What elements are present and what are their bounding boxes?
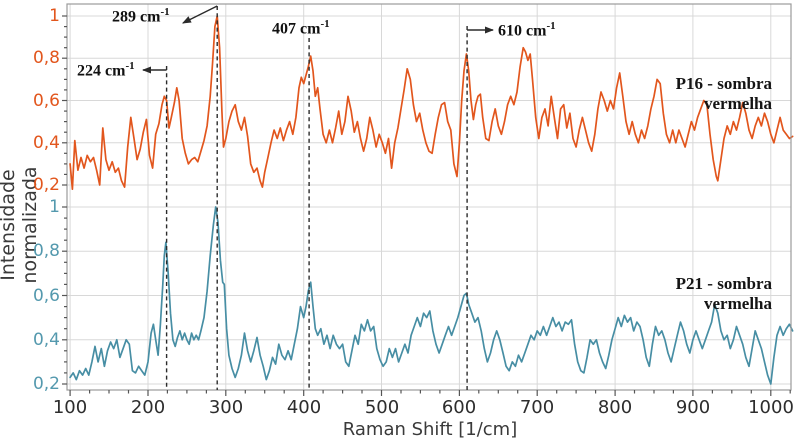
x-tick-label: 500	[364, 397, 400, 418]
y-tick-label: 0,4	[32, 133, 60, 153]
x-tick-label: 400	[286, 397, 322, 418]
y-tick-label: 0,2	[32, 374, 60, 394]
series-label-p21: P21 - sombra vermelha	[675, 274, 772, 313]
x-tick-label: 300	[208, 397, 244, 418]
y-tick-label: 1	[49, 6, 60, 26]
y-tick-label: 0,6	[32, 286, 60, 306]
peak-annotation-289: 289 cm-1	[112, 6, 170, 26]
series-label-p16: P16 - sombra vermelha	[675, 74, 772, 113]
x-tick-label: 200	[130, 397, 166, 418]
x-tick-label: 900	[675, 397, 711, 418]
peak-annotation-407: 407 cm-1	[272, 18, 330, 38]
y-tick-label: 0,4	[32, 330, 60, 350]
y-tick-label: 1	[49, 197, 60, 217]
x-tick-label: 1000	[748, 397, 794, 418]
peak-annotation-224: 224 cm-1	[77, 60, 135, 80]
y-tick-label: 0,6	[32, 91, 60, 111]
x-tick-label: 800	[597, 397, 633, 418]
x-tick-label: 100	[52, 397, 88, 418]
x-axis-title: Raman Shift [1/cm]	[342, 419, 518, 440]
y-tick-label: 0,8	[32, 241, 60, 261]
y-tick-label: 0,2	[32, 175, 60, 195]
y-tick-label: 0,8	[32, 48, 60, 68]
peak-annotation-610: 610 cm-1	[498, 20, 556, 40]
x-tick-label: 700	[519, 397, 555, 418]
x-tick-label: 600	[441, 397, 477, 418]
